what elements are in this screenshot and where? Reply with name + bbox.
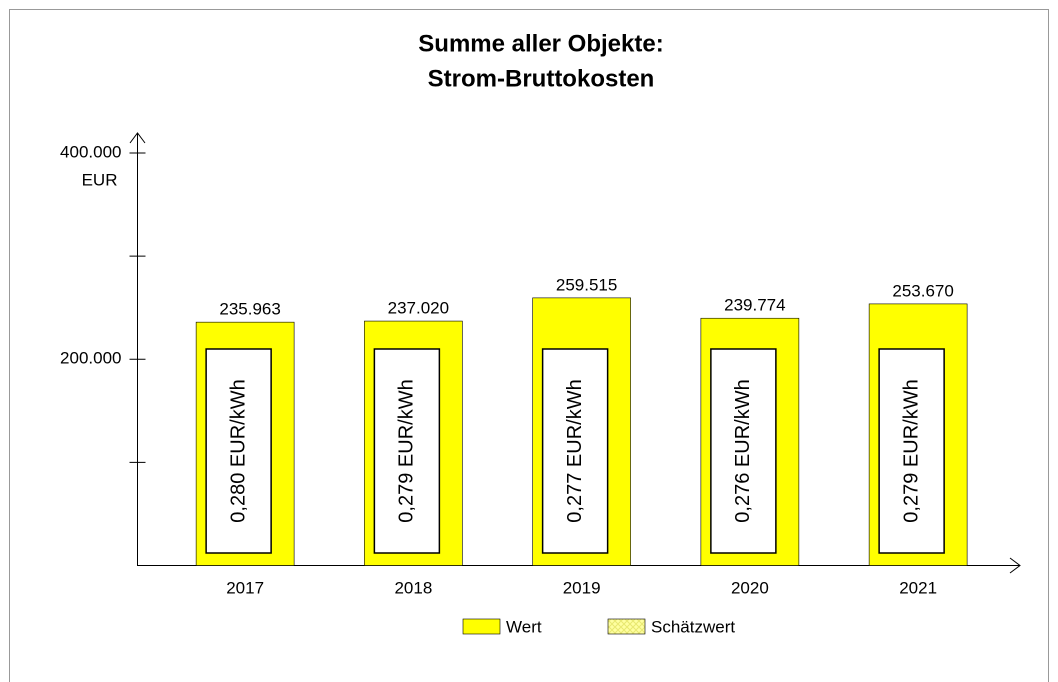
value-label: 239.774 bbox=[724, 296, 785, 315]
annotation-box bbox=[373, 348, 441, 554]
x-tick-label: 2019 bbox=[563, 578, 601, 597]
x-tick-label: 2021 bbox=[899, 578, 937, 597]
annotation-box bbox=[878, 348, 945, 554]
legend-swatch bbox=[462, 618, 501, 635]
chart-title: Summe aller Objekte: bbox=[418, 30, 663, 57]
annotation-box bbox=[205, 348, 272, 554]
x-tick-label: 2017 bbox=[226, 578, 264, 597]
legend-label: Schätzwert bbox=[651, 617, 735, 636]
x-tick-label: 2020 bbox=[731, 578, 769, 597]
bar-annotation: 0,277 EUR/kWh bbox=[564, 379, 586, 522]
x-tick-label: 2018 bbox=[394, 578, 432, 597]
legend-label: Wert bbox=[506, 617, 542, 636]
bar-annotation: 0,276 EUR/kWh bbox=[732, 379, 754, 522]
bar-annotation: 0,279 EUR/kWh bbox=[396, 379, 418, 522]
chart-title: Strom-Bruttokosten bbox=[428, 65, 655, 92]
annotation-box bbox=[710, 348, 777, 554]
value-label: 237.020 bbox=[388, 299, 449, 318]
bar-annotation: 0,280 EUR/kWh bbox=[227, 379, 249, 522]
y-unit: EUR bbox=[82, 170, 118, 189]
y-tick-label: 400.000 bbox=[60, 142, 121, 161]
frame bbox=[9, 9, 1049, 682]
y-tick-label: 200.000 bbox=[60, 349, 121, 368]
bar-annotation: 0,279 EUR/kWh bbox=[900, 379, 922, 522]
value-label: 259.515 bbox=[556, 275, 617, 294]
legend-swatch bbox=[607, 618, 646, 635]
value-label: 253.670 bbox=[892, 281, 953, 300]
value-label: 235.963 bbox=[219, 300, 280, 319]
annotation-box bbox=[541, 348, 609, 554]
